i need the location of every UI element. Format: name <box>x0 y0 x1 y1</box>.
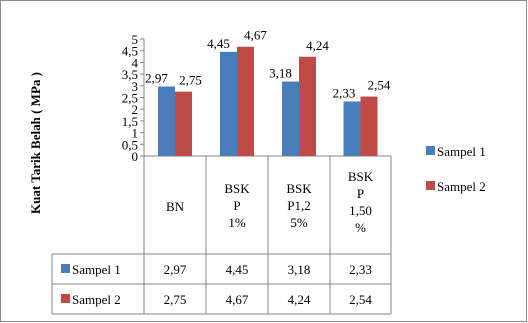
data-label: 2,75 <box>179 73 202 88</box>
data-label: 4,24 <box>306 38 329 53</box>
legend-label: Sampel 2 <box>437 179 486 194</box>
category-label: % <box>355 220 366 235</box>
legend-key <box>426 146 435 155</box>
bar-2-1 <box>237 46 254 156</box>
table-cell: 2,75 <box>164 292 187 307</box>
table-cell: 2,97 <box>164 262 187 277</box>
table-cell: 4,24 <box>288 292 311 307</box>
category-label: P1,2 <box>287 198 310 213</box>
table-cell: 3,18 <box>288 262 311 277</box>
table-cell: 4,67 <box>226 292 249 307</box>
data-label: 4,45 <box>207 36 230 51</box>
data-label: 2,33 <box>333 85 356 100</box>
category-label: P <box>357 186 364 201</box>
category-label: BSK <box>286 181 312 196</box>
y-tick-label: 4 <box>132 55 139 70</box>
data-label: 3,18 <box>269 66 292 81</box>
data-label: 2,97 <box>145 71 168 86</box>
bar-2-0 <box>175 91 192 156</box>
table-series-name: Sampel 2 <box>72 292 121 307</box>
category-label: P <box>233 198 240 213</box>
category-label: 5% <box>290 215 308 230</box>
category-label: 1,50 <box>349 203 372 218</box>
bar-2-3 <box>360 96 378 156</box>
category-label: BN <box>166 199 185 214</box>
y-axis-label: Kuat Tarik Belah ( MPa ) <box>28 72 43 214</box>
y-tick-label: 0,5 <box>122 137 138 152</box>
y-tick-label: 2,5 <box>122 91 138 106</box>
table-cell: 4,45 <box>226 262 249 277</box>
table-cell: 2,33 <box>349 262 372 277</box>
bar-1-0 <box>158 86 175 156</box>
table-series-name: Sampel 1 <box>72 262 121 277</box>
y-tick-label: 2 <box>132 102 139 117</box>
y-tick-label: 1 <box>132 126 139 141</box>
bar-2-2 <box>299 56 316 157</box>
legend-label: Sampel 1 <box>437 144 486 159</box>
bar-1-2 <box>282 81 299 156</box>
data-label: 4,67 <box>244 28 267 43</box>
y-tick-label: 0 <box>132 149 139 164</box>
legend-key <box>426 181 435 190</box>
data-label: 2,54 <box>368 78 391 93</box>
y-tick-label: 5 <box>132 32 139 47</box>
bar-1-3 <box>343 101 361 156</box>
category-label: BSK <box>224 181 250 196</box>
y-tick-label: 4,5 <box>122 44 138 59</box>
table-series-key <box>61 294 70 303</box>
table-cell: 2,54 <box>349 292 372 307</box>
y-tick-label: 1,5 <box>122 114 138 129</box>
y-tick-label: 3,5 <box>122 67 138 82</box>
table-series-key <box>61 264 70 273</box>
y-tick-label: 3 <box>132 79 139 94</box>
category-label: BSK <box>348 169 374 184</box>
category-label: 1% <box>228 215 246 230</box>
bar-1-1 <box>220 51 237 157</box>
